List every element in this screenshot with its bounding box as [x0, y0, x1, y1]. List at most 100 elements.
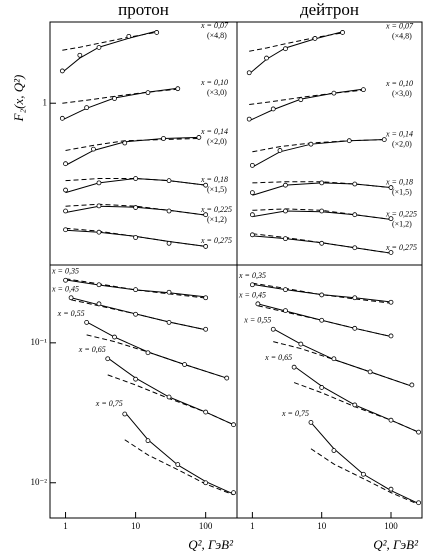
series-scale: (×1,5) [392, 187, 412, 196]
series-label: x = 0,10 [385, 79, 413, 88]
series: x = 0,55 [243, 316, 415, 388]
fit-curve-dashed [107, 374, 234, 426]
fit-curve [248, 31, 343, 75]
data-point [249, 282, 255, 288]
data-point [249, 212, 255, 218]
data-point [63, 208, 68, 214]
data-point [133, 287, 139, 293]
series: x = 0,75 [95, 399, 236, 496]
data-point [133, 235, 139, 240]
data-point [59, 68, 65, 74]
data-point [126, 33, 132, 39]
data-point [331, 448, 337, 453]
data-point [352, 402, 358, 408]
data-point [331, 356, 337, 362]
data-point [308, 420, 314, 425]
data-point [77, 52, 83, 58]
data-point [63, 227, 68, 233]
data-point [352, 181, 358, 187]
series-label: x = 0,18 [200, 175, 228, 184]
data-point [133, 311, 139, 317]
data-point [84, 319, 90, 325]
data-point [91, 146, 96, 152]
data-point [166, 178, 172, 184]
series-scale: (×1,2) [207, 215, 227, 224]
data-point [166, 319, 172, 325]
data-point [283, 208, 288, 214]
series-label: x = 0,65 [78, 345, 106, 354]
series-label: x = 0,55 [57, 309, 85, 318]
data-point [84, 105, 90, 111]
data-point [388, 185, 394, 190]
series-scale: (×2,0) [392, 139, 412, 148]
data-point [196, 135, 202, 140]
data-point [319, 317, 325, 323]
data-point [96, 45, 102, 50]
fit-curve-dashed [65, 137, 199, 151]
fit-curve [310, 422, 419, 505]
data-point [388, 250, 394, 255]
data-point [231, 490, 236, 496]
series: x = 0,18(×1,5) [249, 177, 413, 196]
data-point [166, 289, 172, 295]
data-point [283, 287, 288, 293]
fit-curve-dashed [65, 178, 206, 186]
data-point [154, 30, 160, 35]
fit-curve-dashed [249, 32, 343, 52]
series: x = 0,275 [63, 227, 232, 249]
data-point [249, 162, 255, 168]
data-point [203, 182, 209, 188]
data-point [63, 161, 68, 167]
series-label: x = 0,225 [385, 209, 417, 218]
series-label: x = 0,14 [200, 127, 228, 136]
data-point [105, 356, 111, 362]
data-point [388, 333, 394, 339]
data-point [255, 301, 261, 307]
fit-curve-dashed [62, 88, 178, 104]
data-point [175, 86, 181, 92]
data-point [319, 240, 325, 246]
series-scale: (×2,0) [207, 137, 227, 146]
data-point [312, 36, 318, 41]
data-point [145, 90, 151, 96]
fit-curve [65, 136, 199, 166]
series-label: x = 0,18 [385, 177, 413, 186]
series-scale: (×1,2) [392, 219, 412, 228]
data-point [416, 500, 421, 506]
y-tick-label: 10⁻² [31, 477, 48, 487]
data-point [270, 326, 276, 332]
x-axis-label: Q², ГэВ² [373, 537, 419, 552]
series-label: x = 0,45 [51, 285, 79, 294]
data-point [112, 334, 117, 340]
series-scale: (×3,0) [207, 88, 227, 97]
data-point [346, 138, 352, 144]
series-label: x = 0,35 [238, 271, 266, 280]
series-label: x = 0,275 [200, 236, 232, 245]
series: x = 0,35 [51, 267, 209, 301]
y-tick-label: 10⁻¹ [31, 337, 48, 347]
data-point [319, 180, 325, 186]
data-point [352, 245, 358, 251]
x-axis-label: Q², ГэВ² [188, 537, 234, 552]
data-point [203, 409, 209, 415]
data-point [68, 295, 74, 301]
data-point [145, 350, 151, 356]
series-label: x = 0,10 [200, 78, 228, 87]
fit-curve [62, 87, 178, 121]
series: x = 0,275 [249, 232, 417, 255]
data-point [203, 244, 209, 249]
fit-curve-dashed [252, 208, 392, 220]
data-point [231, 422, 236, 428]
series: x = 0,225(×1,2) [249, 208, 417, 228]
x-tick-label: 1 [63, 521, 68, 531]
data-point [166, 208, 172, 214]
series: x = 0,10(×3,0) [59, 78, 228, 121]
data-point [145, 438, 151, 444]
x-tick-label: 10 [317, 521, 327, 531]
series: x = 0,07(×4,8) [59, 21, 229, 74]
series-label: x = 0,75 [281, 409, 309, 418]
data-point [388, 216, 394, 222]
data-point [203, 480, 209, 486]
data-point [409, 382, 415, 388]
series: x = 0,225(×1,2) [63, 203, 232, 224]
